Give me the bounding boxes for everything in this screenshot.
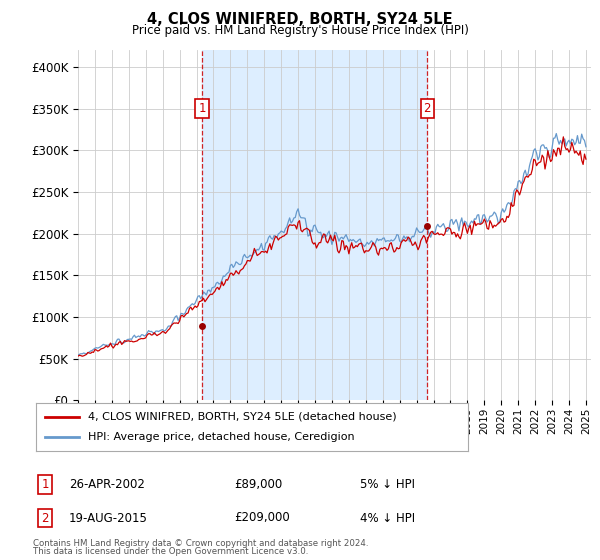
- Text: 4, CLOS WINIFRED, BORTH, SY24 5LE (detached house): 4, CLOS WINIFRED, BORTH, SY24 5LE (detac…: [88, 412, 397, 422]
- Text: Contains HM Land Registry data © Crown copyright and database right 2024.: Contains HM Land Registry data © Crown c…: [33, 539, 368, 548]
- Text: 2: 2: [41, 511, 49, 525]
- Text: 26-APR-2002: 26-APR-2002: [69, 478, 145, 491]
- Text: HPI: Average price, detached house, Ceredigion: HPI: Average price, detached house, Cere…: [88, 432, 355, 442]
- Text: £89,000: £89,000: [234, 478, 282, 491]
- Text: Price paid vs. HM Land Registry's House Price Index (HPI): Price paid vs. HM Land Registry's House …: [131, 24, 469, 36]
- Text: 19-AUG-2015: 19-AUG-2015: [69, 511, 148, 525]
- Text: 1: 1: [198, 102, 206, 115]
- Text: 5% ↓ HPI: 5% ↓ HPI: [360, 478, 415, 491]
- Text: 4% ↓ HPI: 4% ↓ HPI: [360, 511, 415, 525]
- Text: 2: 2: [424, 102, 431, 115]
- Text: 4, CLOS WINIFRED, BORTH, SY24 5LE: 4, CLOS WINIFRED, BORTH, SY24 5LE: [147, 12, 453, 27]
- Text: This data is licensed under the Open Government Licence v3.0.: This data is licensed under the Open Gov…: [33, 547, 308, 556]
- Bar: [202, 50, 427, 400]
- Text: 1: 1: [41, 478, 49, 491]
- Text: £209,000: £209,000: [234, 511, 290, 525]
